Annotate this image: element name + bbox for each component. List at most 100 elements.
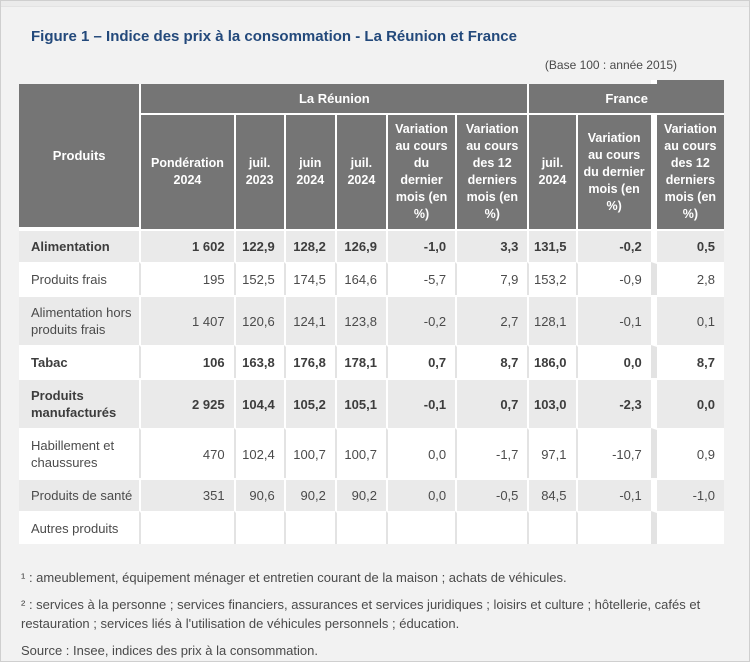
- footnote-1: ¹ : ameublement, équipement ménager et e…: [21, 570, 567, 585]
- value-cell: 90,2: [334, 478, 386, 511]
- subheader-row: Pondération 2024 juil. 2023 juin 2024 juil.…: [19, 115, 724, 229]
- value-cell: 176,8: [283, 345, 335, 378]
- value-cell: 470: [139, 428, 234, 478]
- value-cell: -5,7: [385, 262, 456, 295]
- table-row: Autres produits: [19, 511, 724, 544]
- value-cell: [575, 511, 651, 544]
- value-cell: [334, 511, 386, 544]
- value-cell: -10,7: [575, 428, 651, 478]
- row-label-cell: Produits de santé: [19, 478, 140, 511]
- value-cell: 178,1: [334, 345, 386, 378]
- value-cell: 104,4: [233, 378, 284, 428]
- group-header-la-reunion: La Réunion: [139, 84, 528, 115]
- value-cell: 0,7: [455, 378, 528, 428]
- row-label-cell: Habillement et chaussures: [19, 428, 140, 478]
- value-cell: 123,8: [334, 295, 386, 345]
- value-cell: [455, 511, 528, 544]
- base-100-note: (Base 100 : année 2015): [544, 58, 677, 72]
- value-cell: -0,2: [575, 229, 651, 262]
- table-row: Habillement et chaussures 470 102,4 100,7 10…: [19, 428, 724, 478]
- value-cell: 0,9: [650, 428, 724, 478]
- value-cell: 0,0: [650, 378, 724, 428]
- value-cell: 90,6: [233, 478, 284, 511]
- value-cell: -0,1: [575, 295, 651, 345]
- value-cell: 128,1: [527, 295, 576, 345]
- table-row: Produits de santé 351 90,6 90,2 90,2 0,0 -0,5 8…: [19, 478, 724, 511]
- value-cell: 1 407: [139, 295, 234, 345]
- value-cell: 106: [139, 345, 234, 378]
- value-cell: [233, 511, 284, 544]
- value-cell: 126,9: [334, 229, 386, 262]
- value-cell: 174,5: [283, 262, 335, 295]
- value-cell: 128,2: [283, 229, 335, 262]
- value-cell: [283, 511, 335, 544]
- value-cell: -0,5: [455, 478, 528, 511]
- value-cell: 90,2: [283, 478, 335, 511]
- footnote-2: ² : services à la personne ; services fi…: [21, 597, 701, 631]
- value-cell: 0,0: [385, 478, 456, 511]
- table-clip-region: Produits La Réunion France Pondération 2…: [19, 84, 724, 562]
- value-cell: 7,9: [455, 262, 528, 295]
- value-cell: [385, 511, 456, 544]
- group-header-france: France: [527, 84, 724, 115]
- value-cell: 2,7: [455, 295, 528, 345]
- value-cell: 351: [139, 478, 234, 511]
- column-header-6: juil. 2024: [527, 115, 576, 229]
- row-label-cell: Tabac: [19, 345, 140, 378]
- value-cell: 120,6: [233, 295, 284, 345]
- value-cell: 122,9: [233, 229, 284, 262]
- column-header-3: juil. 2024: [334, 115, 386, 229]
- column-header-8: Variation au cours des 12 derniers mois …: [650, 115, 724, 229]
- value-cell: 163,8: [233, 345, 284, 378]
- value-cell: 2,8: [650, 262, 724, 295]
- value-cell: 0,7: [385, 345, 456, 378]
- value-cell: 84,5: [527, 478, 576, 511]
- value-cell: 2 925: [139, 378, 234, 428]
- value-cell: [527, 511, 576, 544]
- row-label-cell: Alimentation: [19, 229, 140, 262]
- value-cell: 186,0: [527, 345, 576, 378]
- value-cell: 103,0: [527, 378, 576, 428]
- value-cell: 1 602: [139, 229, 234, 262]
- footnotes: ¹ : ameublement, équipement ménager et e…: [21, 568, 729, 660]
- table-row: Alimentation hors produits frais 1 407 120…: [19, 295, 724, 345]
- table-body: Alimentation 1 602 122,9 128,2 126,9 -1,0 3,3 1…: [19, 229, 724, 544]
- value-cell: 97,1: [527, 428, 576, 478]
- produits-column-header: Produits: [19, 84, 140, 229]
- table-row: Tabac 106 163,8 176,8 178,1 0,7 8,7 186,0 0,0 8,7: [19, 345, 724, 378]
- value-cell: -0,1: [575, 478, 651, 511]
- value-cell: [139, 511, 234, 544]
- source-line: Source : Insee, indices des prix à la co…: [21, 643, 318, 658]
- group-header-row: Produits La Réunion France: [19, 84, 724, 229]
- column-header-7: Variation au cours du dernier mois (en %…: [575, 115, 651, 229]
- row-label-cell: Autres produits: [19, 511, 140, 544]
- column-header-2: juin 2024: [283, 115, 335, 229]
- column-header-4: Variation au cours du dernier mois (en %…: [385, 115, 456, 229]
- row-label-cell: Alimentation hors produits frais: [19, 295, 140, 345]
- column-header-5: Variation au cours des 12 derniers mois …: [455, 115, 528, 229]
- table-row: Alimentation 1 602 122,9 128,2 126,9 -1,0 3,3 1…: [19, 229, 724, 262]
- value-cell: 102,4: [233, 428, 284, 478]
- value-cell: 0,0: [385, 428, 456, 478]
- value-cell: 0,5: [650, 229, 724, 262]
- value-cell: 100,7: [334, 428, 386, 478]
- value-cell: 105,1: [334, 378, 386, 428]
- value-cell: 0,0: [575, 345, 651, 378]
- row-label-cell: Produits frais: [19, 262, 140, 295]
- value-cell: 195: [139, 262, 234, 295]
- price-index-table: Produits La Réunion France Pondération 2…: [19, 84, 724, 544]
- value-cell: [650, 511, 724, 544]
- column-header-0: Pondération 2024: [139, 115, 234, 229]
- value-cell: -0,1: [385, 378, 456, 428]
- row-label-cell: Produits manufacturés: [19, 378, 140, 428]
- value-cell: 124,1: [283, 295, 335, 345]
- figure-title: Figure 1 – Indice des prix à la consomma…: [31, 28, 517, 45]
- value-cell: -0,9: [575, 262, 651, 295]
- value-cell: 153,2: [527, 262, 576, 295]
- value-cell: 3,3: [455, 229, 528, 262]
- value-cell: 105,2: [283, 378, 335, 428]
- column-header-1: juil. 2023: [233, 115, 284, 229]
- value-cell: -1,7: [455, 428, 528, 478]
- price-index-table-container: Produits La Réunion France Pondération 2…: [19, 80, 724, 562]
- table-row: Produits frais 195 152,5 174,5 164,6 -5,7 7,9 1…: [19, 262, 724, 295]
